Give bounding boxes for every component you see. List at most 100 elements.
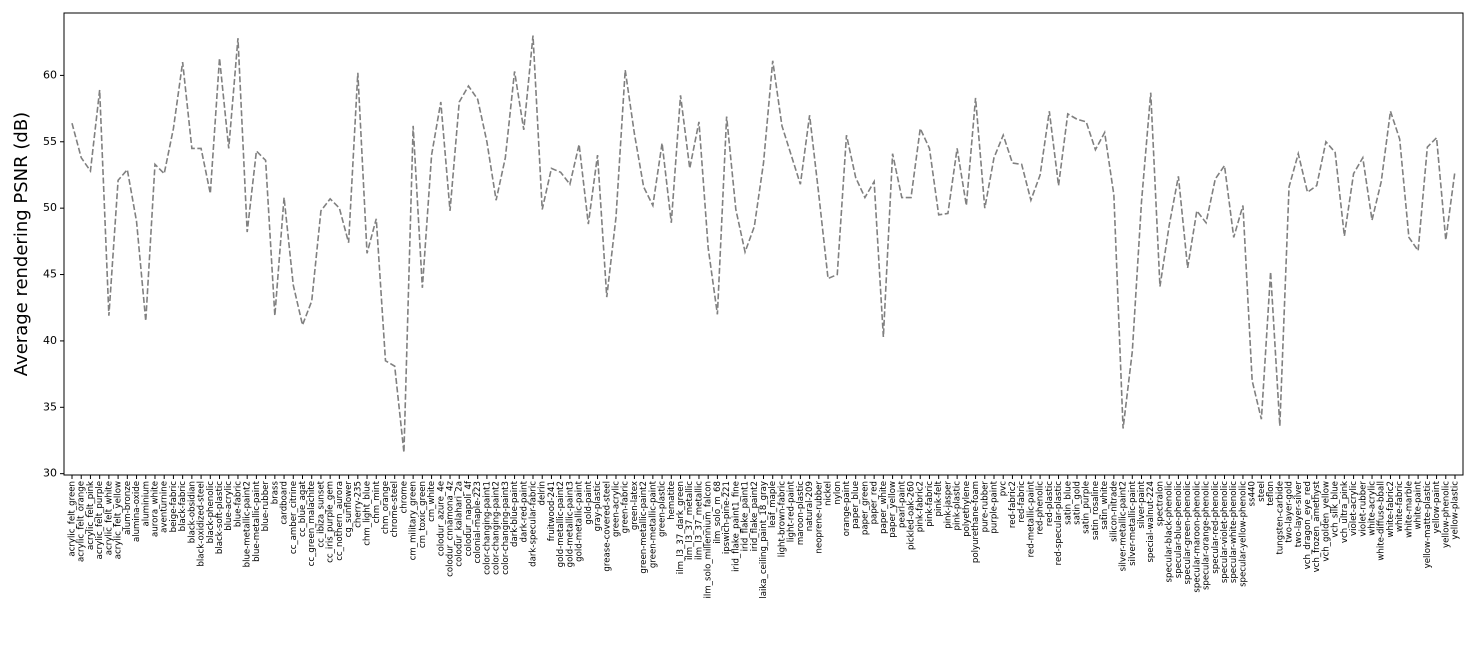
x-tick-label: white-marble bbox=[1404, 481, 1414, 538]
x-tick-label: colodur_kalahari_2a bbox=[455, 481, 465, 567]
x-tick-label: irid_flake_paint1_fine bbox=[731, 481, 741, 572]
x-tick-label: blue-acrylic bbox=[224, 481, 234, 531]
x-tick-label: white-diffuse-bball bbox=[1377, 481, 1387, 561]
y-tick-label: 30 bbox=[43, 467, 57, 480]
x-tick-label: black-obsidian bbox=[187, 481, 197, 543]
x-tick-label: black-fabric bbox=[178, 481, 188, 532]
x-tick-label: cm_military_green bbox=[409, 481, 419, 560]
x-tick-label: cg_sunflower bbox=[344, 481, 354, 538]
x-tick-label: violet-acrylic bbox=[1349, 481, 1359, 536]
x-tick-label: satin_blue bbox=[1063, 481, 1073, 525]
x-tick-label: acrylic_felt_green bbox=[68, 481, 78, 557]
x-tick-label: paper_blue bbox=[851, 481, 861, 529]
x-tick-label: paper_green bbox=[860, 481, 870, 535]
x-tick-label: acrylic_felt_white bbox=[104, 481, 114, 555]
y-tick-label: 40 bbox=[43, 334, 57, 347]
x-tick-label: pink-plastic bbox=[953, 481, 963, 531]
x-tick-label: silver-metallic-paint2 bbox=[1119, 481, 1129, 571]
x-tick-label: red-fabric bbox=[1017, 481, 1027, 523]
x-tick-label: specular-white-phenolic bbox=[1229, 481, 1239, 583]
x-tick-label: green-plastic bbox=[658, 481, 668, 537]
x-tick-label: light-brown-fabric bbox=[777, 481, 787, 557]
x-tick-label: gray-plastic bbox=[593, 481, 603, 532]
x-tick-label: grease-covered-steel bbox=[602, 481, 612, 572]
x-tick-label: polyurethane-foam bbox=[971, 481, 981, 563]
x-tick-label: purple-paint bbox=[990, 480, 1000, 533]
x-tick-label: green-fabric bbox=[621, 481, 631, 534]
x-tick-label: natural-209 bbox=[805, 481, 815, 531]
x-tick-label: beige-fabric bbox=[169, 481, 179, 533]
x-tick-label: cherry-235 bbox=[353, 481, 363, 528]
x-tick-label: yellow-phenolic bbox=[1441, 481, 1451, 548]
x-tick-label: green-acrylic bbox=[611, 481, 621, 537]
x-tick-label: red-phenolic bbox=[1036, 481, 1046, 535]
x-tick-label: vch_ultra_pink bbox=[1340, 481, 1350, 543]
x-tick-label: chm_orange bbox=[381, 481, 391, 534]
x-tick-label: cardboard bbox=[280, 481, 290, 525]
x-tick-label: vch_dragon_eye_red bbox=[1303, 481, 1313, 569]
x-tick-label: specular-green-phenolic bbox=[1183, 481, 1193, 585]
x-tick-label: polyethylene bbox=[962, 481, 972, 537]
x-tick-label: red-specular-plastic bbox=[1054, 481, 1064, 566]
x-tick-label: nickel bbox=[824, 481, 834, 506]
x-tick-label: pink-jasper bbox=[943, 481, 953, 529]
x-tick-label: cc_blue_agat bbox=[298, 480, 308, 537]
x-tick-label: steel bbox=[1257, 481, 1267, 502]
x-tick-label: leaf_maple bbox=[768, 481, 778, 528]
x-tick-label: vch_golden_yellow bbox=[1321, 481, 1331, 562]
x-tick-label: red-fabric2 bbox=[1008, 481, 1018, 528]
x-tick-label: yellow-paint bbox=[1432, 480, 1442, 533]
x-tick-label: irid_flake_paint2 bbox=[750, 481, 760, 551]
x-tick-label: colodur_napoli_4f bbox=[464, 480, 474, 556]
x-tick-label: two-layer-silver bbox=[1294, 481, 1304, 548]
x-tick-label: satin_white bbox=[1100, 481, 1110, 530]
x-tick-label: red-metallic-paint bbox=[1026, 480, 1036, 557]
plot-frame bbox=[63, 12, 1464, 476]
x-tick-label: specular-yellow-phenolic bbox=[1238, 481, 1248, 587]
x-tick-label: alum-bronze bbox=[123, 481, 133, 535]
x-tick-label: alumina-oxide bbox=[132, 481, 142, 542]
data-line bbox=[71, 35, 1456, 453]
x-tick-label: vch_silk_blue bbox=[1331, 481, 1341, 538]
x-tick-label: silicon-nitrade bbox=[1109, 481, 1119, 542]
x-tick-label: cc_iris_purple_gem bbox=[326, 481, 336, 563]
x-tick-label: red-plastic bbox=[1045, 481, 1055, 527]
x-tick-label: pearl-paint bbox=[897, 480, 907, 528]
x-tick-label: light-red-paint bbox=[787, 480, 797, 542]
x-tick-label: aluminium bbox=[141, 481, 151, 527]
x-tick-label: color-changing-paint3 bbox=[501, 481, 511, 575]
y-axis-label: Average rendering PSNR (dB) bbox=[11, 112, 32, 376]
x-tick-label: cc_nothern_aurora bbox=[335, 481, 345, 561]
x-tick-label: irid_flake_paint1 bbox=[741, 481, 751, 551]
x-tick-label: ipswich-pine-221 bbox=[722, 481, 732, 554]
x-tick-label: two-layer-gold bbox=[1285, 481, 1295, 543]
x-tick-label: yellow-plastic bbox=[1451, 481, 1461, 540]
x-tick-label: maroon-plastic bbox=[796, 481, 806, 545]
x-tick-label: neoprene-rubber bbox=[814, 481, 824, 554]
x-tick-label: pickled-oak-260 bbox=[907, 481, 917, 550]
x-tick-label: paper_white bbox=[879, 481, 889, 534]
x-tick-label: color-changing-paint2 bbox=[492, 481, 502, 575]
x-tick-label: laika_ceiling_paint_18_gray bbox=[759, 481, 769, 599]
x-tick-label: white-paint bbox=[1414, 480, 1424, 529]
x-tick-label: specular-black-phenolic bbox=[1165, 481, 1175, 583]
x-tick-label: aventurnine bbox=[160, 481, 170, 533]
x-tick-label: blue-metallic-paint2 bbox=[243, 481, 253, 567]
x-tick-label: blue-rubber bbox=[261, 481, 271, 532]
x-tick-label: green-metallic-paint bbox=[648, 480, 658, 568]
x-tick-label: tungsten-carbide bbox=[1275, 481, 1285, 555]
x-tick-label: chrome bbox=[399, 481, 409, 513]
x-tick-label: ilm_solo_millennium_falcon bbox=[704, 481, 714, 598]
x-tick-label: colonial-maple-223 bbox=[473, 481, 483, 564]
x-tick-label: cm_white bbox=[427, 481, 437, 522]
x-tick-label: chm_light_blue bbox=[363, 481, 373, 546]
x-tick-label: dark-red-paint bbox=[519, 480, 529, 542]
x-tick-label: satin_rosaline bbox=[1091, 481, 1101, 540]
x-tick-label: orange-paint bbox=[842, 480, 852, 536]
x-tick-label: specular-blue-phenolic bbox=[1174, 481, 1184, 578]
x-tick-label: colodur_cnnamona_4z bbox=[446, 481, 456, 577]
x-tick-label: cc_ibiza_sunset bbox=[316, 480, 326, 547]
x-tick-label: delrin bbox=[538, 481, 548, 506]
x-tick-label: green-metallic-paint2 bbox=[639, 481, 649, 574]
